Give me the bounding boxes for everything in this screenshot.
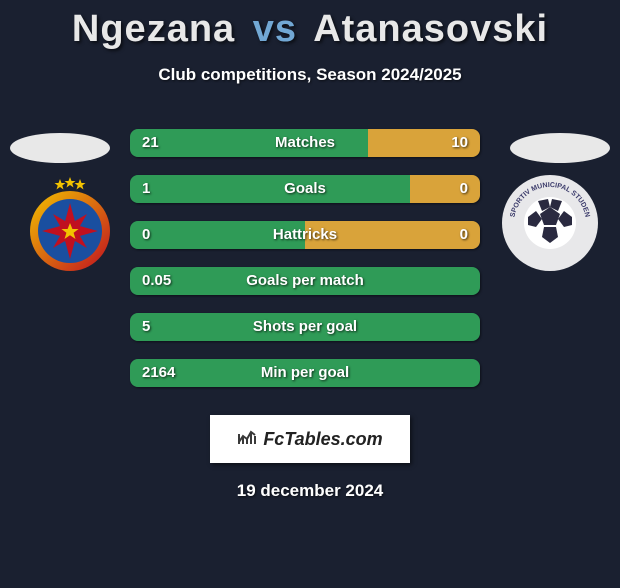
player-left-shadow-oval — [10, 133, 110, 163]
player-right-shadow-oval — [510, 133, 610, 163]
stat-bar-row: 10Goals — [130, 175, 480, 203]
title-player-left: Ngezana — [72, 8, 235, 50]
title-player-right: Atanasovski — [313, 8, 548, 50]
stat-bar-label: Min per goal — [130, 359, 480, 387]
stat-bar-row: 2164Min per goal — [130, 359, 480, 387]
stat-bar-row: 5Shots per goal — [130, 313, 480, 341]
club-crest-left — [20, 173, 120, 273]
subtitle: Club competitions, Season 2024/2025 — [0, 65, 620, 85]
stat-bar-row: 2110Matches — [130, 129, 480, 157]
comparison-canvas: SPORTIV MUNICIPAL STUDEN 2110Matches 10Go… — [0, 113, 620, 411]
page-title: Ngezana vs Atanasovski — [0, 8, 620, 51]
title-vs: vs — [253, 8, 297, 50]
brand-box: FcTables.com — [210, 415, 410, 463]
stat-bar-label: Hattricks — [130, 221, 480, 249]
stat-bars: 2110Matches 10Goals 00Hattricks 0.05Goals p… — [130, 129, 480, 405]
date-text: 19 december 2024 — [0, 481, 620, 501]
stat-bar-label: Goals per match — [130, 267, 480, 295]
stat-bar-row: 00Hattricks — [130, 221, 480, 249]
brand-chart-icon — [237, 428, 259, 451]
stat-bar-label: Goals — [130, 175, 480, 203]
brand-text: FcTables.com — [263, 429, 382, 450]
stat-bar-row: 0.05Goals per match — [130, 267, 480, 295]
stat-bar-label: Shots per goal — [130, 313, 480, 341]
stat-bar-label: Matches — [130, 129, 480, 157]
club-crest-right: SPORTIV MUNICIPAL STUDEN — [500, 173, 600, 273]
